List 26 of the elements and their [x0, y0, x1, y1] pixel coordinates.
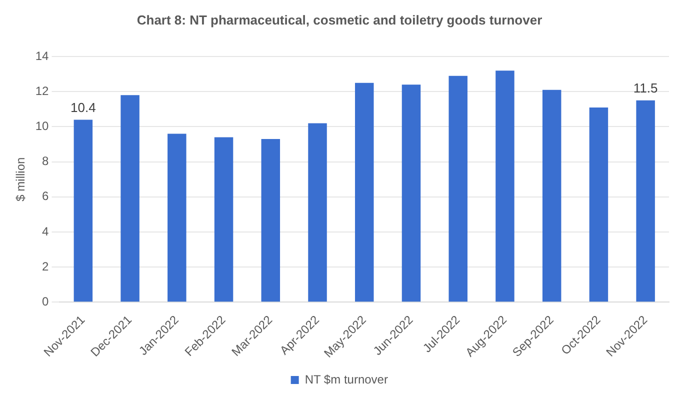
y-tick-label: 14 [35, 48, 50, 63]
bar [120, 95, 140, 302]
bar [355, 82, 374, 302]
y-tick-label: 12 [35, 84, 50, 98]
bar [168, 134, 186, 302]
bar [74, 120, 93, 302]
data-label: 11.5 [633, 80, 658, 96]
y-tick-label: 8 [42, 154, 50, 168]
bar [308, 123, 327, 302]
bar [402, 84, 421, 302]
y-tick-label: 6 [42, 189, 50, 204]
data-label: 10.4 [70, 100, 96, 115]
y-tick-label: 2 [42, 259, 50, 274]
bar [589, 107, 608, 302]
bar [496, 70, 514, 302]
y-tick-label: 4 [42, 224, 50, 238]
bar [636, 100, 655, 302]
bar [448, 76, 468, 302]
bar [261, 139, 280, 302]
y-tick-label: 10 [35, 119, 50, 134]
y-axis-title: $ million [14, 157, 28, 202]
bar [214, 137, 234, 302]
bar [542, 90, 562, 302]
legend-label: NT $m turnover [304, 372, 388, 386]
y-tick-label: 0 [42, 294, 50, 308]
chart-title: Chart 8: NT pharmaceutical, cosmetic and toiletry goods turnover [136, 12, 542, 28]
